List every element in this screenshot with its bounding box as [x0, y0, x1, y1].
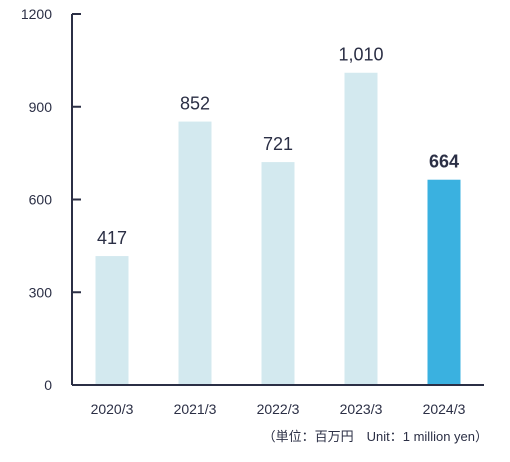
data-label-2023-3: 1,010	[338, 45, 383, 65]
y-tick-label-600: 600	[29, 192, 53, 208]
data-label-2020-3: 417	[97, 228, 127, 248]
x-tick-label-2023-3: 2023/3	[340, 401, 383, 417]
x-tick-label-2024-3: 2024/3	[423, 401, 466, 417]
bar-2023-3	[344, 72, 378, 385]
y-tick-label-1200: 1200	[21, 6, 52, 22]
unit-note: （単位：百万円 Unit：1 million yen）	[262, 429, 488, 444]
x-tick-label-2021-3: 2021/3	[174, 401, 217, 417]
bar-2024-3	[427, 179, 461, 385]
x-tick-label-2022-3: 2022/3	[257, 401, 300, 417]
data-label-2024-3: 664	[429, 152, 459, 172]
data-label-2022-3: 721	[263, 134, 293, 154]
x-tick-label-2020-3: 2020/3	[91, 401, 134, 417]
data-label-2021-3: 852	[180, 94, 210, 114]
y-tick-label-0: 0	[44, 377, 52, 393]
bar-2020-3	[95, 256, 129, 385]
bar-2021-3	[178, 121, 212, 385]
y-tick-label-300: 300	[29, 284, 53, 300]
y-tick-label-900: 900	[29, 99, 53, 115]
bar-2022-3	[261, 162, 295, 385]
